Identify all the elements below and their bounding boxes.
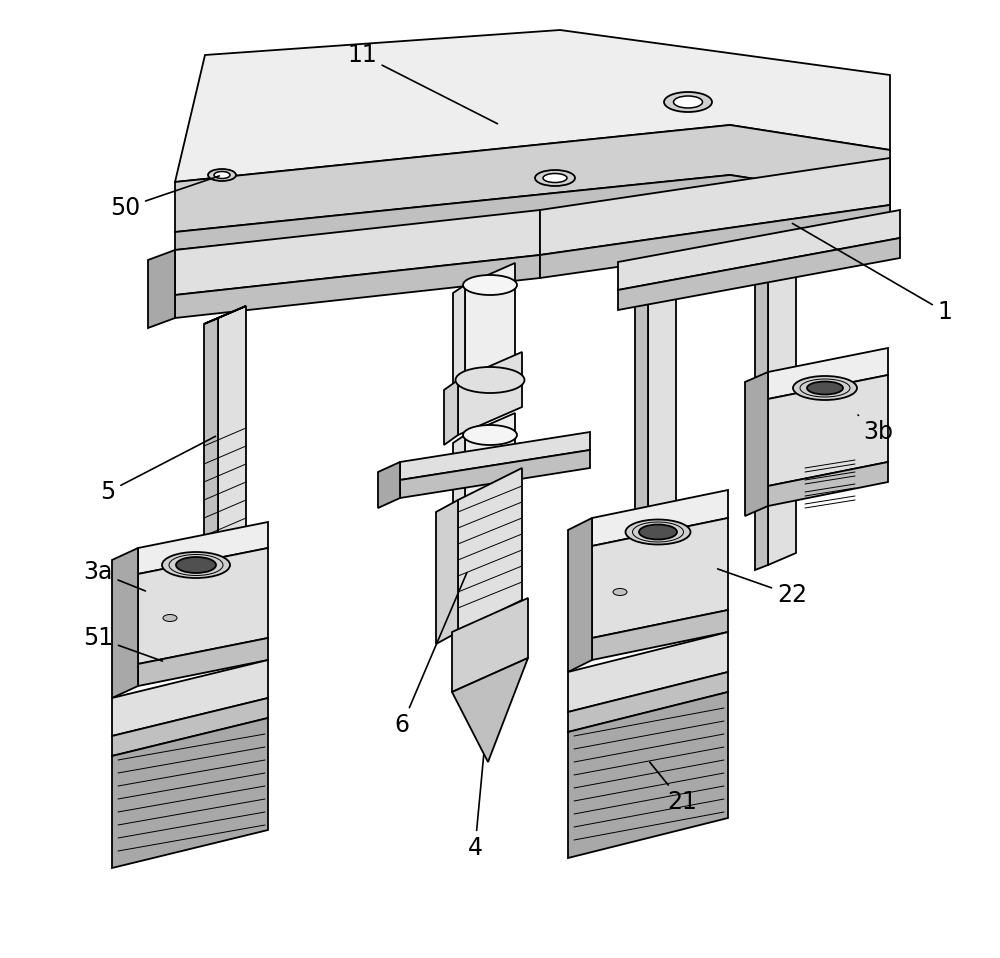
- Ellipse shape: [639, 524, 677, 539]
- Ellipse shape: [463, 275, 517, 295]
- Text: 5: 5: [100, 436, 216, 504]
- Polygon shape: [175, 210, 540, 295]
- Polygon shape: [465, 263, 515, 380]
- Polygon shape: [568, 518, 592, 672]
- Polygon shape: [592, 518, 728, 638]
- Ellipse shape: [535, 170, 575, 186]
- Polygon shape: [568, 692, 728, 858]
- Ellipse shape: [626, 519, 690, 544]
- Ellipse shape: [543, 173, 567, 183]
- Polygon shape: [148, 250, 175, 328]
- Polygon shape: [378, 462, 400, 508]
- Polygon shape: [755, 242, 768, 570]
- Polygon shape: [175, 30, 890, 182]
- Polygon shape: [592, 610, 728, 660]
- Polygon shape: [745, 372, 768, 516]
- Polygon shape: [204, 306, 246, 324]
- Polygon shape: [436, 500, 458, 644]
- Text: 50: 50: [110, 176, 219, 220]
- Polygon shape: [112, 698, 268, 756]
- Ellipse shape: [214, 171, 230, 178]
- Text: 3a: 3a: [83, 560, 145, 591]
- Polygon shape: [648, 253, 676, 580]
- Polygon shape: [138, 638, 268, 686]
- Text: 22: 22: [718, 569, 807, 607]
- Polygon shape: [112, 718, 268, 868]
- Polygon shape: [768, 375, 888, 486]
- Text: 21: 21: [650, 763, 697, 814]
- Ellipse shape: [162, 552, 230, 578]
- Polygon shape: [452, 658, 528, 762]
- Polygon shape: [568, 632, 728, 712]
- Polygon shape: [465, 413, 515, 500]
- Ellipse shape: [613, 588, 627, 596]
- Polygon shape: [204, 318, 218, 588]
- Polygon shape: [458, 352, 522, 435]
- Polygon shape: [768, 348, 888, 399]
- Polygon shape: [540, 158, 890, 255]
- Polygon shape: [400, 450, 590, 498]
- Polygon shape: [768, 462, 888, 506]
- Polygon shape: [540, 205, 890, 278]
- Text: 11: 11: [347, 43, 498, 124]
- Polygon shape: [175, 125, 890, 232]
- Ellipse shape: [463, 425, 517, 445]
- Polygon shape: [112, 660, 268, 736]
- Polygon shape: [618, 238, 900, 310]
- Ellipse shape: [176, 557, 216, 573]
- Ellipse shape: [456, 367, 524, 393]
- Polygon shape: [592, 490, 728, 546]
- Ellipse shape: [163, 614, 177, 622]
- Polygon shape: [458, 468, 522, 632]
- Ellipse shape: [664, 92, 712, 112]
- Polygon shape: [175, 255, 540, 318]
- Text: 4: 4: [468, 755, 484, 860]
- Polygon shape: [453, 435, 465, 508]
- Polygon shape: [618, 210, 900, 290]
- Text: 6: 6: [394, 573, 467, 737]
- Polygon shape: [112, 548, 138, 698]
- Polygon shape: [175, 175, 890, 250]
- Polygon shape: [218, 306, 246, 582]
- Ellipse shape: [674, 96, 702, 108]
- Polygon shape: [138, 548, 268, 664]
- Polygon shape: [138, 522, 268, 574]
- Text: 51: 51: [83, 626, 162, 661]
- Polygon shape: [453, 285, 465, 388]
- Polygon shape: [768, 230, 796, 565]
- Polygon shape: [635, 265, 648, 585]
- Polygon shape: [568, 672, 728, 732]
- Ellipse shape: [208, 169, 236, 181]
- Ellipse shape: [807, 381, 843, 395]
- Text: 1: 1: [792, 223, 952, 324]
- Polygon shape: [452, 598, 528, 692]
- Text: 3b: 3b: [858, 415, 893, 444]
- Ellipse shape: [793, 376, 857, 400]
- Polygon shape: [400, 432, 590, 480]
- Polygon shape: [444, 380, 458, 445]
